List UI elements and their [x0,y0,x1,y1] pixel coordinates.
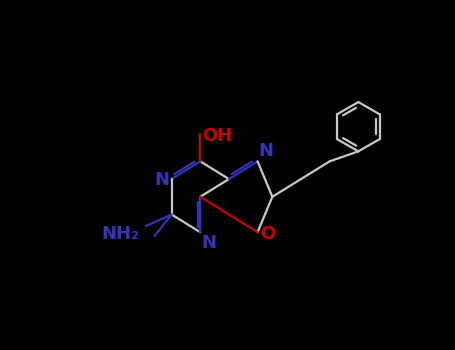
Text: N: N [258,142,273,160]
Text: OH: OH [202,127,233,145]
Text: O: O [260,225,275,243]
Text: N: N [201,234,216,252]
Text: N: N [154,171,169,189]
Text: NH₂: NH₂ [101,225,139,243]
